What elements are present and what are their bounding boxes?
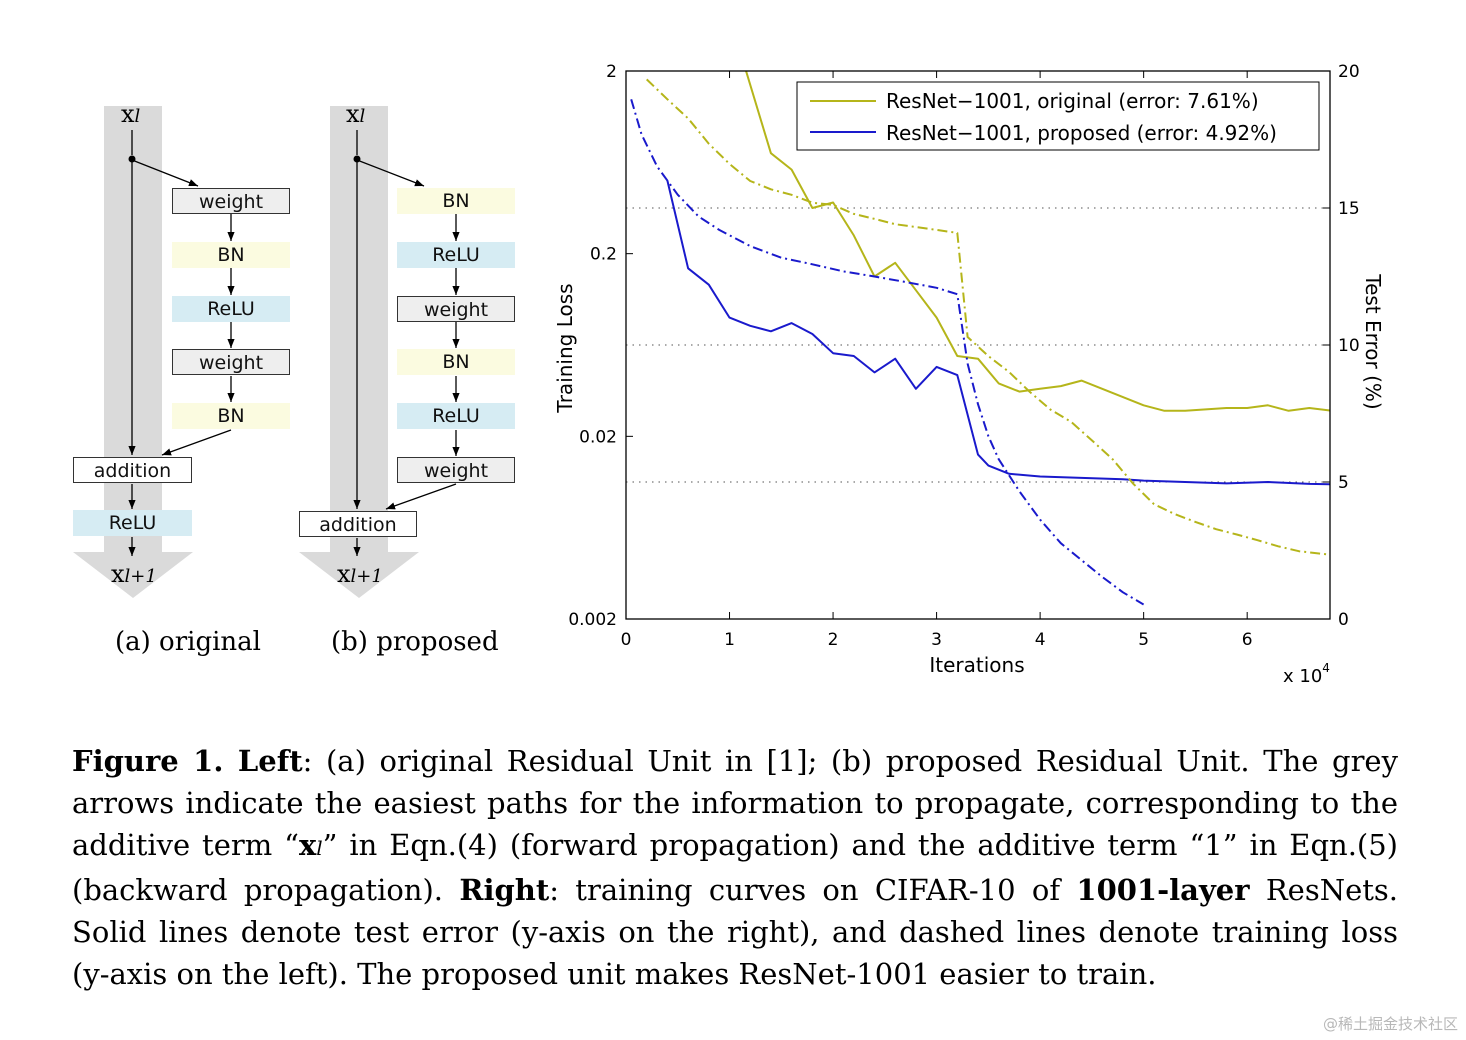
right-tick-label: 0 [1338,610,1349,630]
chart-grid [626,207,1330,483]
x-multiplier: x 104 [1283,661,1330,687]
output-var-proposed: xl+1 [337,560,383,588]
legend-entry-proposed: ResNet−1001, proposed (error: 4.92%) [886,121,1277,145]
label-original: (a) original [115,627,261,657]
figure-caption: Figure 1. Left: (a) original Residual Un… [72,740,1398,995]
x-tick-label: 3 [931,630,942,650]
proposed-block-relu-1: ReLU [397,242,515,268]
right-tick-label: 5 [1338,473,1349,493]
proposed-block-bn-2: BN [397,349,515,375]
proposed-block-relu-2: ReLU [397,403,515,429]
x-tick-label: 0 [621,630,632,650]
proposed-block-bn-1: BN [397,188,515,214]
left-tick-label: 0.2 [590,245,617,265]
original-block-weight-1: weight [172,188,290,214]
x-tick-label: 1 [724,630,735,650]
original-block-weight-2: weight [172,349,290,375]
x-tick-label: 6 [1242,630,1253,650]
label-proposed: (b) proposed [331,627,499,657]
caption-xl-var: x [298,828,317,862]
proposed-addition: addition [299,511,417,537]
chart-legend: ResNet−1001, original (error: 7.61%) Res… [796,81,1320,151]
series-line-0 [745,71,1330,412]
caption-right-label: Right [459,873,550,907]
caption-text-4: ResNets. Solid lines denote test error (… [72,873,1399,991]
left-tick-label: 0.02 [579,427,617,447]
output-var-original: xl+1 [111,560,157,588]
x-tick-label: 4 [1035,630,1046,650]
original-block-bn-2: BN [172,403,290,429]
grey-path-arrow-proposed [299,106,419,598]
left-tick-label: 0.002 [568,610,617,630]
right-axis-label: Test Error (%) [1361,273,1385,409]
legend-box [796,81,1320,151]
watermark: @稀土掘金技术社区 [1322,1015,1458,1033]
diagram-arrows [73,106,460,598]
x-tick-label: 2 [828,630,839,650]
proposed-block-weight-2: weight [397,457,515,483]
proposed-block-weight-1: weight [397,296,515,322]
caption-text-1: : (a) original Residual Unit in [1]; (b)… [72,744,1398,862]
original-block-relu-1: ReLU [172,296,290,322]
series-line-1 [666,180,1330,486]
chart-series [630,71,1330,606]
original-block-bn-1: BN [172,242,290,268]
caption-bold-layer: 1001-layer [1076,873,1250,907]
series-line-3 [630,99,1145,606]
legend-entry-original: ResNet−1001, original (error: 7.61%) [886,89,1259,113]
x-tick-label: 5 [1138,630,1149,650]
right-tick-label: 15 [1338,199,1360,219]
right-tick-label: 10 [1338,336,1360,356]
left-tick-label: 2 [606,62,617,82]
original-addition: addition [73,457,192,483]
original-post-relu: ReLU [73,510,192,536]
caption-text-2: ” in Eqn.(4) (forward propagation) and t… [72,828,1398,907]
caption-xl-sub: l [316,836,323,860]
x-axis-label: Iterations [929,653,1024,677]
left-axis-label: Training Loss [553,283,577,413]
input-var-original: xl [121,100,141,128]
grey-path-arrow-original [73,106,193,598]
input-var-proposed: xl [346,100,366,128]
right-tick-label: 20 [1338,62,1360,82]
caption-fig-label: Figure 1. Left [72,744,303,778]
caption-text-3: : training curves on CIFAR-10 of [549,873,1077,907]
